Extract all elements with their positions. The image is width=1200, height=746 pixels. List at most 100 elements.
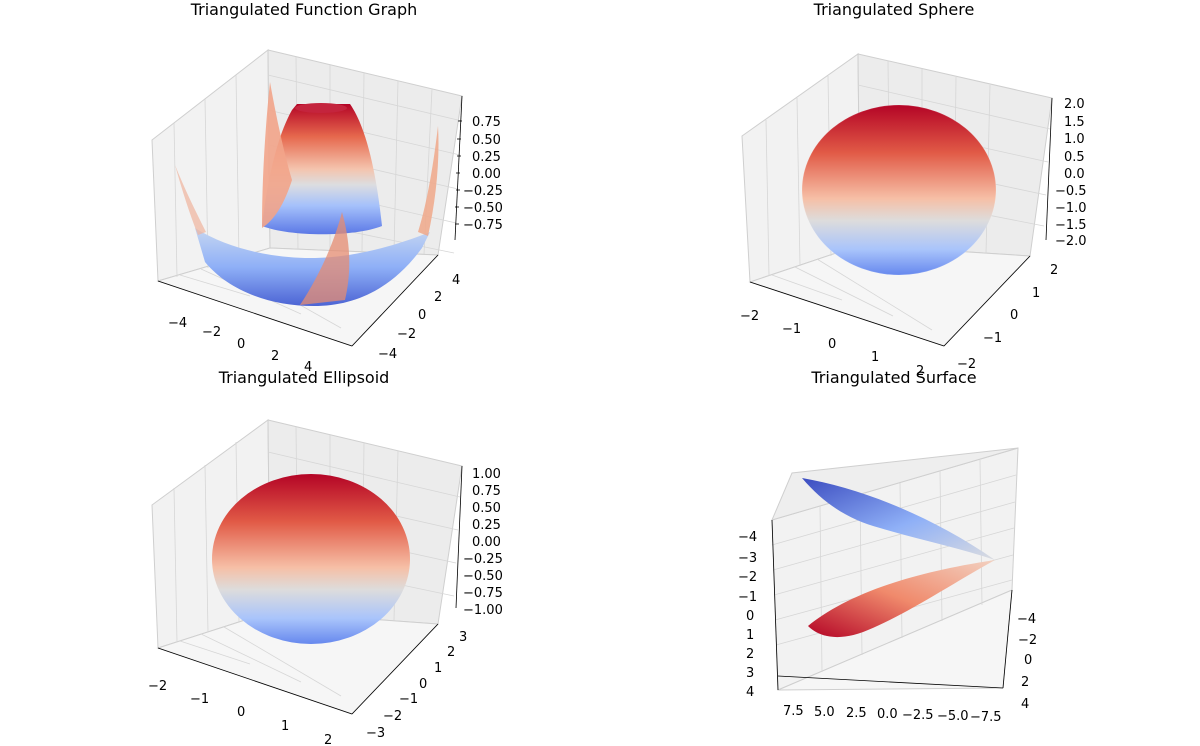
y-axis: −3 −2 −1 0 1 2 3 [351, 623, 467, 741]
z-tick-label: −0.25 [463, 552, 503, 567]
surface [802, 478, 995, 638]
y-tick-label: −2 [957, 357, 976, 372]
z-tick-label: −0.75 [463, 218, 503, 233]
y-tick-label: −1 [983, 331, 1002, 346]
z-tick-label: 0.75 [472, 115, 501, 130]
z-tick-label: 0 [746, 609, 754, 624]
z-tick-label: 1 [746, 628, 754, 643]
x-tick-label: 2.5 [846, 706, 867, 721]
y-tick-label: 1 [1032, 286, 1040, 301]
z-tick-label: 0.25 [472, 518, 501, 533]
z-tick-label: 1.5 [1064, 115, 1085, 130]
x-tick-label: 0.0 [877, 707, 898, 722]
chart-title: Triangulated Function Graph [190, 0, 418, 19]
x-tick-label: 2 [271, 349, 279, 364]
z-tick-label: −4 [738, 530, 757, 545]
surface [175, 82, 439, 307]
z-tick-label: −2.0 [1055, 234, 1087, 249]
z-tick-label: −0.5 [1055, 184, 1087, 199]
z-tick-label: 2.0 [1064, 97, 1085, 112]
panel-surface: Triangulated Surface −4 −3 −2 −1 0 [738, 368, 1037, 725]
panel-function-graph: Triangulated Function Graph [151, 0, 503, 375]
x-tick-label: 0 [237, 705, 245, 720]
y-tick-label: −2 [397, 327, 416, 342]
z-tick-label: −2 [738, 570, 757, 585]
y-axis: −2 −1 0 1 2 [943, 255, 1058, 372]
z-tick-label: −0.75 [463, 586, 503, 601]
x-tick-label: −7.5 [970, 710, 1002, 725]
y-tick-label: 1 [434, 661, 442, 676]
x-axis: 7.5 5.0 2.5 0.0 −2.5 −5.0 −7.5 [777, 675, 1004, 725]
z-tick-label: 4 [746, 685, 754, 700]
surface [801, 104, 997, 276]
z-tick-label: 0.0 [1064, 167, 1085, 182]
x-tick-label: −4 [168, 316, 187, 331]
z-tick-label: 0.5 [1064, 150, 1085, 165]
x-tick-label: 2 [916, 364, 924, 379]
z-tick-label: −0.25 [463, 184, 503, 199]
chart-title: Triangulated Sphere [813, 0, 975, 19]
z-tick-label: −0.50 [463, 569, 503, 584]
z-tick-label: 0.25 [472, 150, 501, 165]
x-tick-label: 1 [871, 350, 879, 365]
y-tick-label: 2 [1050, 263, 1058, 278]
x-tick-label: 7.5 [783, 704, 804, 719]
x-tick-label: 0 [237, 337, 245, 352]
z-tick-label: 0.00 [472, 535, 501, 550]
panel-sphere: Triangulated Sphere 2.0 1.5 1 [740, 0, 1087, 379]
chart-title: Triangulated Ellipsoid [218, 368, 390, 387]
y-tick-label: 0 [1010, 308, 1018, 323]
x-tick-label: 1 [281, 719, 289, 734]
y-tick-label: −1 [399, 692, 418, 707]
y-tick-label: 2 [434, 290, 442, 305]
z-tick-label: −3 [738, 551, 757, 566]
z-tick-label: 0.75 [472, 484, 501, 499]
y-tick-label: 2 [1021, 675, 1029, 690]
x-tick-label: −2.5 [902, 708, 934, 723]
z-tick-label: 3 [746, 666, 754, 681]
z-tick-label: −1.5 [1055, 218, 1087, 233]
x-tick-label: 5.0 [814, 705, 835, 720]
y-tick-label: −2 [1018, 633, 1037, 648]
x-tick-label: −1 [190, 692, 209, 707]
z-tick-label: 2 [746, 647, 754, 662]
y-tick-label: 0 [419, 677, 427, 692]
z-tick-label: −1.0 [1055, 201, 1087, 216]
z-axis: −4 −3 −2 −1 0 1 2 3 4 [738, 519, 779, 700]
surface [212, 474, 410, 644]
y-tick-label: −3 [366, 726, 385, 741]
z-tick-label: 0.50 [472, 133, 501, 148]
x-axis: −2 −1 0 1 2 [740, 281, 945, 379]
panel-ellipsoid: Triangulated Ellipsoid 1.00 0.75 0.5 [148, 368, 503, 746]
x-tick-label: −1 [782, 322, 801, 337]
x-tick-label: −5.0 [937, 709, 969, 724]
x-tick-label: −2 [202, 325, 221, 340]
chart-title: Triangulated Surface [810, 368, 976, 387]
y-tick-label: 0 [1024, 653, 1032, 668]
y-axis: −4 −2 0 2 4 [1002, 589, 1037, 712]
x-axis: −4 −2 0 2 4 [157, 280, 353, 375]
z-tick-label: 1.0 [1064, 132, 1085, 147]
x-tick-label: −2 [740, 309, 759, 324]
z-tick-label: −0.50 [463, 201, 503, 216]
y-tick-label: −2 [383, 709, 402, 724]
x-tick-label: 0 [828, 337, 836, 352]
y-tick-label: 2 [447, 645, 455, 660]
z-axis: 2.0 1.5 1.0 0.5 0.0 −0.5 −1.0 −1.5 −2.0 [1045, 97, 1087, 249]
y-tick-label: −4 [378, 347, 397, 362]
y-tick-label: 0 [418, 308, 426, 323]
z-axis: 0.75 0.50 0.25 0.00 −0.25 −0.50 −0.75 [454, 95, 503, 241]
z-tick-label: 0.50 [472, 501, 501, 516]
x-tick-label: −2 [148, 679, 167, 694]
x-tick-label: 4 [304, 360, 312, 375]
z-axis: 1.00 0.75 0.50 0.25 0.00 −0.25 −0.50 −0.… [455, 465, 503, 618]
z-tick-label: 1.00 [472, 467, 501, 482]
y-tick-label: 3 [459, 630, 467, 645]
z-tick-label: 0.00 [472, 167, 501, 182]
z-tick-label: −1 [738, 590, 757, 605]
y-tick-label: −4 [1017, 612, 1036, 627]
x-axis: −2 −1 0 1 2 [148, 647, 353, 746]
y-tick-label: 4 [452, 273, 460, 288]
z-tick-label: −1.00 [463, 603, 503, 618]
